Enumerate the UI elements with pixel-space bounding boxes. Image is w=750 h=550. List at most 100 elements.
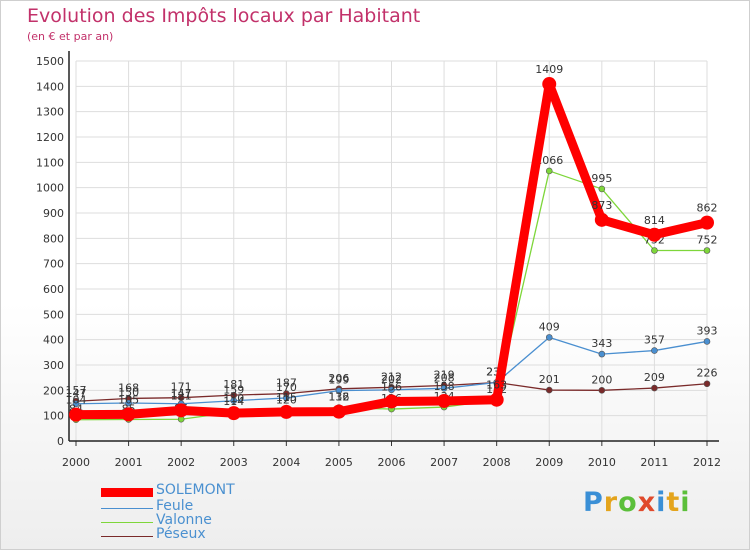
data-label-solemont: 814 [644, 214, 665, 227]
data-label-valonne: 752 [697, 233, 718, 246]
x-tick-label: 2005 [325, 456, 353, 469]
x-tick-label: 2003 [220, 456, 248, 469]
logo-letter: i [656, 487, 667, 518]
x-tick-label: 2001 [115, 456, 143, 469]
x-tick-label: 2000 [62, 456, 90, 469]
y-tick-label: 0 [57, 435, 64, 448]
logo-letter: x [637, 487, 657, 518]
data-point-feule [388, 386, 395, 394]
y-tick-label: 1400 [36, 80, 64, 93]
data-point-solemont [174, 403, 189, 418]
legend-swatch-solemont [101, 488, 153, 497]
data-label-peseux: 181 [223, 378, 244, 391]
y-tick-label: 600 [43, 283, 64, 296]
y-tick-label: 500 [43, 308, 64, 321]
data-point-solemont [384, 394, 399, 409]
data-point-peseux [651, 384, 658, 392]
data-label-valonne: 132 [328, 391, 349, 404]
y-tick-label: 1500 [36, 55, 64, 68]
proxiti-logo: Proxiti [583, 487, 691, 518]
data-point-feule [703, 338, 711, 345]
data-point-feule [545, 334, 553, 341]
data-label-peseux: 206 [328, 372, 349, 385]
data-label-valonne: 120 [276, 394, 297, 407]
chart-subtitle: (en € et par an) [27, 30, 114, 43]
line-chart: 0 100 200 300 400 500 600 700 800 900 1000 1100 1200… [36, 51, 721, 469]
y-tick-label: 200 [43, 384, 64, 397]
legend-label-solemont: SOLEMONT [156, 482, 235, 498]
data-label-solemont: 121 [171, 389, 192, 402]
y-tick-label: 100 [43, 410, 64, 423]
data-label-feule: 150 [118, 386, 139, 399]
x-tick-label: 2004 [272, 456, 300, 469]
legend-swatch-valonne [101, 522, 153, 523]
data-point-feule [651, 347, 658, 354]
data-label-solemont: 1409 [535, 63, 563, 76]
chart-title: Evolution des Impôts locaux par Habitant [27, 5, 421, 27]
data-label-peseux: 157 [66, 384, 87, 397]
data-label-solemont: 158 [434, 380, 455, 393]
data-label-feule: 357 [644, 334, 665, 347]
data-label-solemont: 104 [66, 394, 87, 407]
legend-label-feule: Feule [156, 498, 194, 514]
data-point-solemont [279, 404, 294, 419]
data-point-solemont [121, 407, 136, 422]
y-tick-label: 700 [43, 258, 64, 271]
y-tick-label: 400 [43, 334, 64, 347]
data-point-feule [230, 397, 238, 405]
data-point-solemont [647, 227, 662, 242]
data-label-valonne: 995 [591, 172, 612, 185]
data-label-solemont: 163 [486, 379, 507, 392]
legend-swatch-feule [101, 508, 153, 509]
data-label-peseux: 168 [118, 381, 139, 394]
data-point-peseux [598, 387, 606, 394]
y-tick-label: 300 [43, 359, 64, 372]
y-tick-label: 1000 [36, 182, 64, 195]
x-tick-label: 2012 [693, 456, 721, 469]
x-tick-label: 2006 [378, 456, 406, 469]
data-label-peseux: 212 [381, 370, 402, 383]
data-label-feule: 199 [328, 374, 349, 387]
data-label-feule: 343 [591, 337, 612, 350]
data-point-valonne [545, 167, 553, 175]
logo-letter: t [666, 487, 681, 518]
data-label-solemont: 105 [118, 393, 139, 406]
data-label-solemont: 110 [223, 392, 244, 405]
data-point-peseux [703, 380, 711, 388]
logo-letter: i [680, 487, 691, 518]
y-tick-label: 1200 [36, 131, 64, 144]
x-tick-label: 2009 [535, 456, 563, 469]
data-point-solemont [437, 393, 452, 408]
data-label-peseux: 209 [644, 371, 665, 384]
data-point-peseux [545, 386, 553, 394]
data-point-valonne [598, 185, 606, 193]
data-point-solemont [69, 407, 83, 422]
data-point-solemont [489, 392, 504, 407]
legend-swatch-peseux [101, 536, 153, 537]
data-label-peseux: 187 [276, 377, 297, 390]
data-label-peseux: 201 [539, 373, 560, 386]
legend-label-valonne: Valonne [156, 512, 212, 528]
data-label-feule: 393 [697, 324, 718, 337]
x-tick-label: 2011 [640, 456, 668, 469]
data-point-feule [283, 394, 290, 402]
y-tick-label: 1300 [36, 106, 64, 119]
data-point-solemont [226, 406, 241, 421]
data-point-feule [125, 399, 132, 407]
data-label-solemont: 156 [381, 380, 402, 393]
logo-letter: r [603, 487, 619, 518]
data-point-valonne [703, 247, 711, 254]
data-point-valonne [651, 247, 658, 254]
data-label-peseux: 219 [434, 369, 455, 382]
data-label-feule: 170 [276, 381, 297, 394]
data-label-peseux: 171 [171, 381, 192, 394]
x-tick-label: 2007 [430, 456, 458, 469]
y-tick-label: 800 [43, 232, 64, 245]
x-tick-label: 2002 [167, 456, 195, 469]
data-label-feule: 202 [381, 373, 402, 386]
data-point-feule [598, 350, 606, 358]
data-label-feule: 159 [223, 384, 244, 397]
data-label-feule: 409 [539, 320, 560, 333]
data-label-valonne: 114 [223, 395, 244, 408]
